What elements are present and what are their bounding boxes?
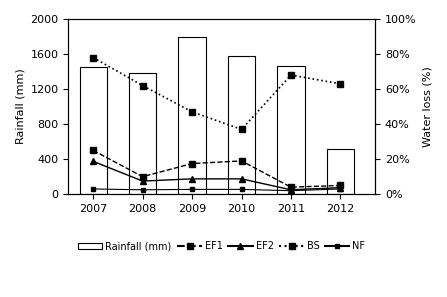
Legend: Rainfall (mm), EF1, EF2, BS, NF: Rainfall (mm), EF1, EF2, BS, NF — [74, 238, 369, 255]
Bar — [327, 148, 354, 194]
Y-axis label: Water loss (%): Water loss (%) — [422, 66, 432, 147]
Bar — [80, 67, 107, 194]
Bar — [178, 37, 206, 194]
Y-axis label: Rainfall (mm): Rainfall (mm) — [15, 69, 25, 144]
Bar — [278, 66, 304, 194]
Bar — [129, 73, 156, 194]
Bar — [228, 56, 255, 194]
